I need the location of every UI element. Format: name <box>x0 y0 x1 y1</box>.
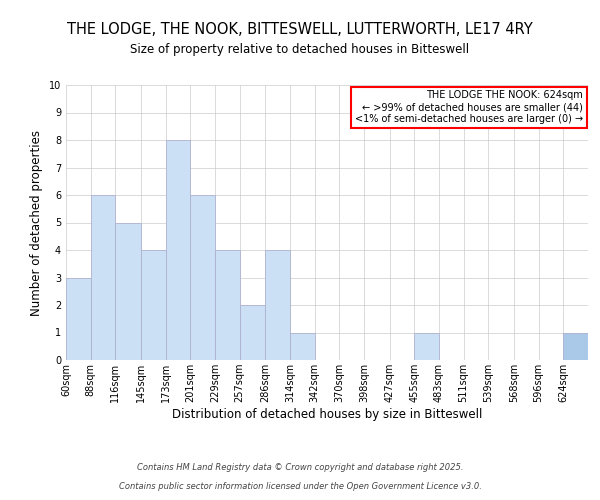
X-axis label: Distribution of detached houses by size in Bitteswell: Distribution of detached houses by size … <box>172 408 482 421</box>
Bar <box>141 250 166 360</box>
Text: THE LODGE, THE NOOK, BITTESWELL, LUTTERWORTH, LE17 4RY: THE LODGE, THE NOOK, BITTESWELL, LUTTERW… <box>67 22 533 38</box>
Bar <box>240 305 265 360</box>
Bar <box>115 222 141 360</box>
Text: Contains HM Land Registry data © Crown copyright and database right 2025.: Contains HM Land Registry data © Crown c… <box>137 464 463 472</box>
Bar <box>91 195 115 360</box>
Bar <box>290 332 314 360</box>
Bar <box>215 250 240 360</box>
Bar <box>166 140 190 360</box>
Bar <box>190 195 215 360</box>
Bar <box>66 278 91 360</box>
Bar <box>563 332 588 360</box>
Bar <box>265 250 290 360</box>
Bar <box>414 332 439 360</box>
Text: THE LODGE THE NOOK: 624sqm
← >99% of detached houses are smaller (44)
<1% of sem: THE LODGE THE NOOK: 624sqm ← >99% of det… <box>355 90 583 124</box>
Y-axis label: Number of detached properties: Number of detached properties <box>31 130 43 316</box>
Text: Size of property relative to detached houses in Bitteswell: Size of property relative to detached ho… <box>130 42 470 56</box>
Text: Contains public sector information licensed under the Open Government Licence v3: Contains public sector information licen… <box>119 482 481 491</box>
